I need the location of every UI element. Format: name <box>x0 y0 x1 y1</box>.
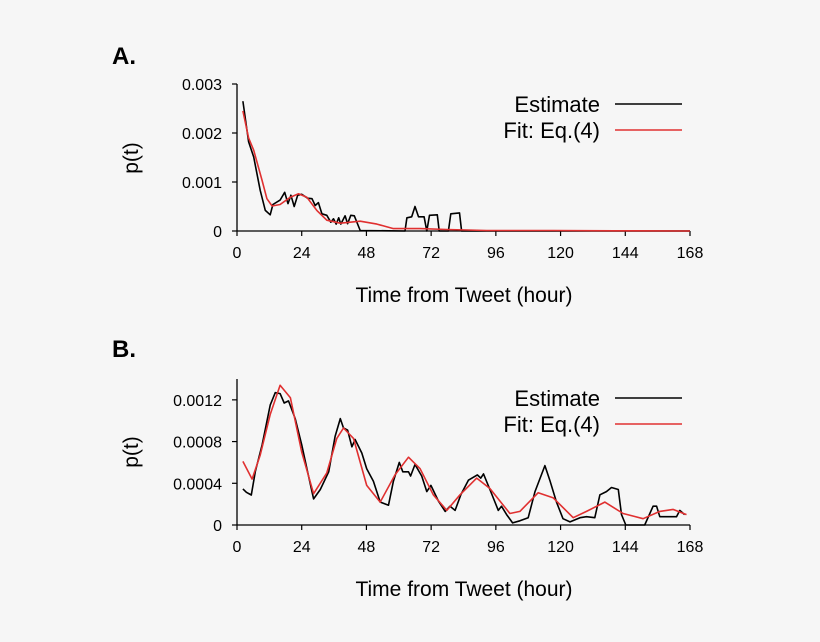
legend-label-fit-a: Fit: Eq.(4) <box>503 118 600 143</box>
y-tick-label: 0.003 <box>182 77 222 94</box>
x-tick-label: 72 <box>422 245 440 262</box>
series-line-estimate <box>242 391 686 526</box>
legend-label-fit-b: Fit: Eq.(4) <box>503 412 600 437</box>
y-tick-label: 0.0004 <box>173 476 222 493</box>
panel-label-b: B. <box>112 336 136 363</box>
x-tick-label: 96 <box>487 539 505 556</box>
x-tick-label: 24 <box>293 245 311 262</box>
panel-label-a: A. <box>112 43 136 70</box>
x-tick-label: 96 <box>487 245 505 262</box>
x-tick-label: 168 <box>677 539 704 556</box>
x-tick-label: 120 <box>547 539 574 556</box>
x-axis-label-b: Time from Tweet (hour) <box>355 578 572 601</box>
y-tick-label: 0.001 <box>182 175 222 192</box>
x-tick-label: 48 <box>358 539 376 556</box>
y-tick-label: 0.0008 <box>173 435 222 452</box>
y-tick-label: 0.0012 <box>173 393 222 410</box>
y-tick-label: 0 <box>213 518 222 535</box>
x-tick-label: 168 <box>677 245 704 262</box>
x-tick-label: 72 <box>422 539 440 556</box>
legend-label-estimate-b: Estimate <box>514 386 600 411</box>
legend-label-estimate-a: Estimate <box>514 92 600 117</box>
y-tick-label: 0.002 <box>182 126 222 143</box>
x-tick-label: 120 <box>547 245 574 262</box>
series-line-estimate <box>242 101 690 232</box>
series-line-fit <box>242 110 691 232</box>
x-tick-label: 0 <box>233 539 242 556</box>
series-line-fit <box>242 384 687 520</box>
x-tick-label: 144 <box>612 245 639 262</box>
x-tick-label: 24 <box>293 539 311 556</box>
panel-a: A. p(t) Time from Tweet (hour) Estimate … <box>112 43 703 307</box>
y-axis-label-a: p(t) <box>120 142 143 174</box>
x-tick-label: 48 <box>358 245 376 262</box>
x-tick-label: 144 <box>612 539 639 556</box>
y-tick-label: 0 <box>213 224 222 241</box>
y-axis-label-b: p(t) <box>120 436 143 468</box>
x-axis-label-a: Time from Tweet (hour) <box>355 284 572 307</box>
panel-b: B. p(t) Time from Tweet (hour) Estimate … <box>112 336 703 601</box>
x-tick-label: 0 <box>233 245 242 262</box>
